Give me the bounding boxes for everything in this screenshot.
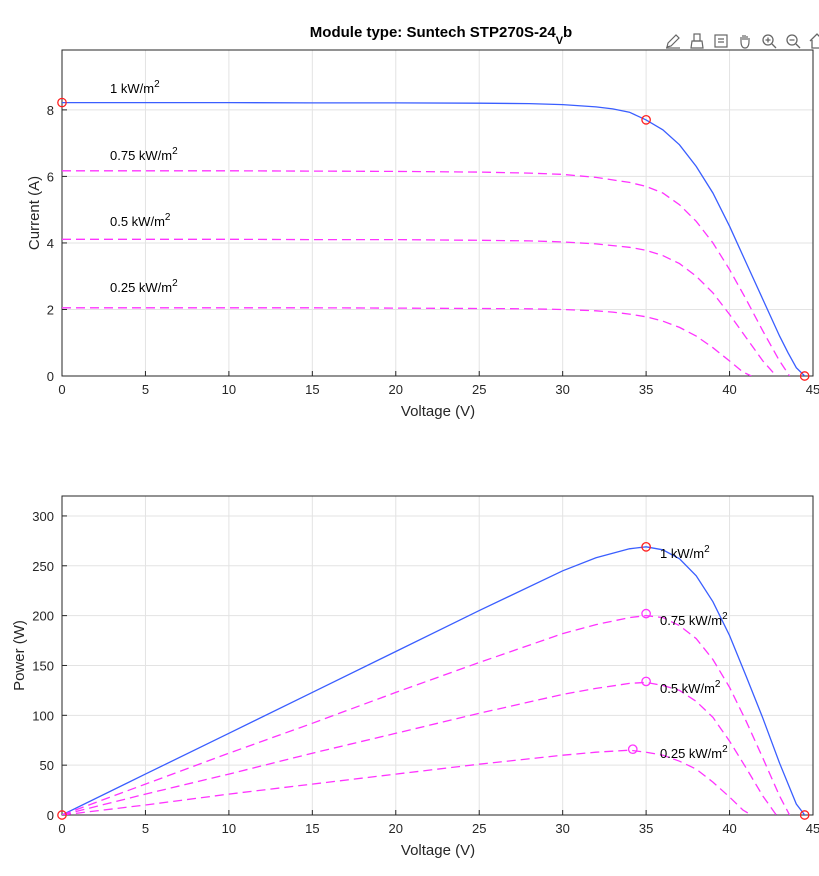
series-line <box>62 614 791 815</box>
y-tick-label: 4 <box>47 236 54 251</box>
series-annotation: 0.75 kW/m2 <box>110 146 178 163</box>
x-tick-label: 20 <box>389 821 403 836</box>
point-marker <box>57 97 67 108</box>
point-marker <box>57 810 67 820</box>
x-tick-label: 35 <box>639 821 653 836</box>
title-tail: b <box>563 24 572 41</box>
y-tick-label: 0 <box>47 369 54 384</box>
home-icon[interactable] <box>806 30 819 52</box>
x-tick-label: 25 <box>472 382 486 397</box>
y-tick-label: 50 <box>40 758 54 773</box>
series-line <box>62 681 777 815</box>
x-tick-label: 40 <box>722 821 736 836</box>
series-annotation: 0.5 kW/m2 <box>110 212 171 229</box>
series-annotation: 0.25 kW/m2 <box>110 278 178 295</box>
zoom-in-icon[interactable] <box>758 30 780 52</box>
axes-box <box>61 495 814 816</box>
data-tips-icon[interactable] <box>710 30 732 52</box>
y-tick-label: 150 <box>32 658 54 673</box>
x-tick-label: 10 <box>222 382 236 397</box>
axes-box <box>61 49 814 377</box>
series-line <box>62 749 752 815</box>
point-marker <box>641 676 651 687</box>
series-line <box>62 238 777 376</box>
y-tick-label: 6 <box>47 169 54 184</box>
x-tick-label: 45 <box>806 382 819 397</box>
figure-title: Module type: Suntech STP270S-24Vb <box>310 24 572 47</box>
y-tick-label: 8 <box>47 103 54 118</box>
point-marker <box>641 541 651 552</box>
pan-icon[interactable] <box>734 30 756 52</box>
x-tick-label: 25 <box>472 821 486 836</box>
edit-plot-icon[interactable] <box>662 30 684 52</box>
x-tick-label: 45 <box>806 821 819 836</box>
point-marker <box>627 744 638 755</box>
x-tick-label: 20 <box>389 382 403 397</box>
x-tick-label: 0 <box>58 821 65 836</box>
plot-area <box>62 496 813 815</box>
x-axis-label: Voltage (V) <box>401 842 475 859</box>
x-tick-label: 35 <box>639 382 653 397</box>
series-annotation: 1 kW/m2 <box>660 544 710 561</box>
x-tick-label: 30 <box>555 821 569 836</box>
series-annotation: 0.75 kW/m2 <box>660 611 728 628</box>
x-tick-label: 30 <box>555 382 569 397</box>
y-axis-label: Power (W) <box>11 620 28 691</box>
x-tick-label: 15 <box>305 821 319 836</box>
x-axis-label: Voltage (V) <box>401 403 475 420</box>
axes-toolbar <box>662 30 819 52</box>
x-tick-label: 15 <box>305 382 319 397</box>
plot-area <box>62 50 813 376</box>
y-tick-label: 100 <box>32 708 54 723</box>
point-marker <box>641 115 651 125</box>
title-subscript: V <box>556 35 564 47</box>
title-main: Module type: Suntech STP270S-24 <box>310 24 557 41</box>
x-tick-label: 10 <box>222 821 236 836</box>
y-tick-label: 300 <box>32 509 54 524</box>
zoom-out-icon[interactable] <box>782 30 804 52</box>
point-marker <box>799 810 810 820</box>
iv-curve-axes[interactable]: 0 5 10 15 20 25 30 35 40 45 0 2 4 6 8 Voltage (V) Curren… <box>26 49 819 420</box>
series-line <box>62 170 791 376</box>
pv-curve-axes[interactable]: 0 5 10 15 20 25 30 35 40 45 0 50 100 150 200 250 300 Volt… <box>11 495 819 859</box>
brush-icon[interactable] <box>686 30 708 52</box>
series-line <box>62 546 806 815</box>
y-axis-label: Current (A) <box>26 176 43 250</box>
y-tick-label: 2 <box>47 302 54 317</box>
series-annotation: 1 kW/m2 <box>110 79 160 96</box>
series-annotation: 0.5 kW/m2 <box>660 679 721 696</box>
point-marker <box>641 608 651 619</box>
y-tick-label: 200 <box>32 609 54 624</box>
series-line <box>62 307 752 376</box>
x-tick-label: 5 <box>142 382 149 397</box>
x-tick-label: 0 <box>58 382 65 397</box>
point-marker <box>799 371 810 381</box>
x-tick-label: 5 <box>142 821 149 836</box>
series-line <box>62 101 806 376</box>
y-tick-label: 250 <box>32 559 54 574</box>
y-tick-label: 0 <box>47 808 54 823</box>
series-annotation: 0.25 kW/m2 <box>660 744 728 761</box>
x-tick-label: 40 <box>722 382 736 397</box>
